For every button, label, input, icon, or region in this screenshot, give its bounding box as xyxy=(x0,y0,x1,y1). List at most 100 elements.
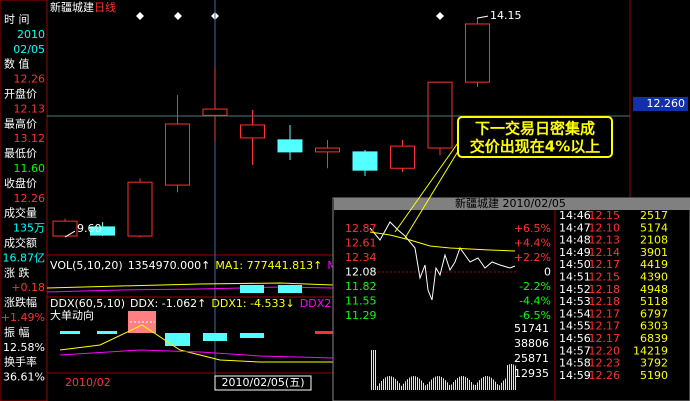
callout-box xyxy=(457,116,613,158)
panel-label: VOL(5,10,20) xyxy=(50,259,123,272)
volume-decoration xyxy=(46,282,334,293)
info-value: +0.18 xyxy=(11,281,45,294)
tick-price: 12.23 xyxy=(589,357,621,370)
panel-label: DDX1: -4.533↓ xyxy=(211,297,294,310)
inset-volume-bar xyxy=(423,382,424,390)
tick-time: 14:58 xyxy=(559,357,591,370)
period: 日线 xyxy=(94,0,116,14)
cursor-date: 2010/02/05(五) xyxy=(222,376,305,389)
tick-time: 14:59 xyxy=(559,369,591,382)
tick-volume: 5118 xyxy=(640,295,668,308)
intraday-line xyxy=(369,221,516,301)
inset-pct: 0 xyxy=(544,266,551,279)
tick-volume: 2517 xyxy=(640,209,668,222)
tick-volume: 5174 xyxy=(640,221,668,234)
tick-time: 14:47 xyxy=(559,221,591,234)
tick-price: 12.17 xyxy=(589,258,621,271)
inset-price: 12.61 xyxy=(345,237,377,250)
inset-volume-bar xyxy=(493,379,494,390)
callout-line: 下一交易日密集成 xyxy=(475,120,595,138)
inset-volume-bar xyxy=(489,376,490,390)
tick-time: 14:57 xyxy=(559,344,591,357)
inset-volume-bar xyxy=(467,378,468,390)
tick-volume: 3792 xyxy=(640,357,668,370)
tick-volume: 6797 xyxy=(640,307,668,320)
inset-volume-bar xyxy=(491,377,492,390)
info-value: 12.58% xyxy=(3,341,45,354)
ddx-decoration xyxy=(59,311,334,363)
inset-volume-label: 38806 xyxy=(514,337,549,350)
info-label: 开盘价 xyxy=(4,87,37,101)
info-label: 收盘价 xyxy=(4,176,37,190)
markers xyxy=(136,12,444,20)
tick-price: 12.20 xyxy=(589,344,621,357)
info-label: 成交量 xyxy=(4,206,37,220)
tick-price: 12.17 xyxy=(589,332,621,345)
inset-volume-bar xyxy=(383,378,384,390)
tick-price: 12.18 xyxy=(589,295,621,308)
info-value: 12.13 xyxy=(14,102,46,115)
tick-volume: 4390 xyxy=(640,271,668,284)
tick-price: 12.18 xyxy=(589,283,621,296)
tick-time: 14:49 xyxy=(559,246,591,259)
inset-volume-bar xyxy=(429,381,430,390)
inset-volume-bar xyxy=(403,383,404,390)
high-pointer xyxy=(476,15,489,19)
inset-volume-bar xyxy=(475,384,476,390)
candle-body xyxy=(202,108,228,116)
ddx-labels: DDX(60,5,10) DDX: -1.062↑ DDX1: -4.533↓ DDX… xyxy=(50,297,374,310)
tick-price: 12.10 xyxy=(589,221,621,234)
candle-body xyxy=(427,81,453,149)
current-price: 12.260 xyxy=(647,97,686,110)
inset-volume-bar xyxy=(411,376,412,390)
info-label: 最高价 xyxy=(4,116,37,130)
info-value: +1.49% xyxy=(1,311,45,324)
tick-volume: 2108 xyxy=(640,234,668,247)
inset-price: 11.29 xyxy=(345,309,377,322)
inset-volume-bar xyxy=(385,377,386,390)
info-value: 36.61% xyxy=(3,371,45,384)
inset-volume-bar xyxy=(479,380,480,390)
info-label: 振 幅 xyxy=(4,325,30,339)
callout-line: 交价出现在4%以上 xyxy=(470,138,600,156)
inset-pct: -4.4% xyxy=(519,295,551,308)
inset-volume-bar xyxy=(455,379,456,390)
inset-volume-bar xyxy=(509,364,510,390)
tick-time: 14:51 xyxy=(559,271,591,284)
high-label: 14.15 xyxy=(490,9,522,22)
inset-volume-bar xyxy=(437,376,438,390)
inset-volume-bar xyxy=(463,376,464,390)
inset-volume-bar xyxy=(401,385,402,390)
inset-volume-bar xyxy=(373,350,374,390)
inset-volume-bar xyxy=(405,381,406,390)
inset-volume-bar xyxy=(443,378,444,390)
tick-price: 12.14 xyxy=(589,246,621,259)
tick-volume: 3901 xyxy=(640,246,668,259)
info-label: 时 间 xyxy=(4,13,30,26)
inset-volume-bar xyxy=(387,376,388,390)
inset-pct: -2.2% xyxy=(519,280,551,293)
info-value: 12.26 xyxy=(14,192,46,205)
inset-volume-bar xyxy=(395,378,396,390)
info-value: 12.26 xyxy=(14,73,46,86)
inset-title: 新疆城建 2010/02/05 xyxy=(455,196,566,210)
inset-volume-label: 12935 xyxy=(514,367,549,380)
inset-volume-bar xyxy=(427,384,428,390)
inset-volume-bar xyxy=(507,365,508,390)
info-value: 16.87亿 xyxy=(3,251,46,264)
tick-volume: 4419 xyxy=(640,258,668,271)
inset-volume-bar xyxy=(381,380,382,390)
tick-time: 14:48 xyxy=(559,234,591,247)
inset-volume-bar xyxy=(487,376,488,390)
inset-volume-bar xyxy=(481,378,482,390)
tick-volume: 6839 xyxy=(640,332,668,345)
inset-volume-bar xyxy=(505,378,506,390)
inset-volume-bar xyxy=(393,377,394,390)
tick-price: 12.15 xyxy=(589,271,621,284)
panel-label: 1354970.000↑ xyxy=(128,259,211,272)
inset-volume-decoration xyxy=(371,350,516,390)
tick-price: 12.17 xyxy=(589,320,621,333)
tick-volume: 4948 xyxy=(640,283,668,296)
price-box xyxy=(633,97,688,111)
